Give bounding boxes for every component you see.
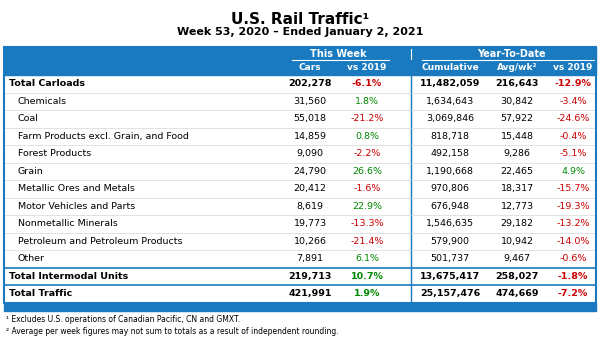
Text: 474,669: 474,669	[495, 289, 539, 298]
Text: -21.2%: -21.2%	[350, 114, 383, 123]
Text: Motor Vehicles and Parts: Motor Vehicles and Parts	[18, 202, 135, 211]
Text: 1,634,643: 1,634,643	[426, 97, 474, 106]
Text: -13.3%: -13.3%	[350, 219, 384, 228]
Text: 0.8%: 0.8%	[355, 132, 379, 141]
Text: -21.4%: -21.4%	[350, 237, 383, 246]
Text: -15.7%: -15.7%	[556, 184, 590, 193]
Text: Total Traffic: Total Traffic	[9, 289, 72, 298]
Text: 55,018: 55,018	[293, 114, 326, 123]
Text: 492,158: 492,158	[431, 149, 470, 158]
Text: -3.4%: -3.4%	[559, 97, 587, 106]
Text: 3,069,846: 3,069,846	[426, 114, 474, 123]
Text: Cars: Cars	[299, 63, 322, 72]
Text: 4.9%: 4.9%	[561, 167, 585, 176]
Text: 30,842: 30,842	[500, 97, 533, 106]
Text: 216,643: 216,643	[496, 79, 539, 88]
Text: 13,675,417: 13,675,417	[420, 272, 480, 281]
Text: 6.1%: 6.1%	[355, 254, 379, 263]
Text: 818,718: 818,718	[431, 132, 470, 141]
Text: 31,560: 31,560	[293, 97, 326, 106]
Text: 10,266: 10,266	[293, 237, 326, 246]
Text: Total Intermodal Units: Total Intermodal Units	[9, 272, 128, 281]
Text: Week 53, 2020 – Ended January 2, 2021: Week 53, 2020 – Ended January 2, 2021	[177, 27, 423, 37]
Text: 15,448: 15,448	[500, 132, 533, 141]
Text: 7,891: 7,891	[296, 254, 323, 263]
Text: 11,482,059: 11,482,059	[420, 79, 480, 88]
Text: 18,317: 18,317	[500, 184, 533, 193]
Text: 22.9%: 22.9%	[352, 202, 382, 211]
Text: 10.7%: 10.7%	[350, 272, 383, 281]
Text: 501,737: 501,737	[430, 254, 470, 263]
Bar	[4, 47, 596, 302]
Text: Forest Products: Forest Products	[18, 149, 91, 158]
Text: vs 2019: vs 2019	[553, 63, 593, 72]
Text: 57,922: 57,922	[500, 114, 533, 123]
Text: ¹ Excludes U.S. operations of Canadian Pacific, CN and GMXT.: ¹ Excludes U.S. operations of Canadian P…	[6, 315, 240, 324]
Text: 1.9%: 1.9%	[354, 289, 380, 298]
Text: 258,027: 258,027	[496, 272, 539, 281]
Text: -24.6%: -24.6%	[556, 114, 590, 123]
Text: This Week: This Week	[310, 49, 367, 59]
Text: 14,859: 14,859	[293, 132, 326, 141]
Text: 676,948: 676,948	[431, 202, 470, 211]
Text: 24,790: 24,790	[293, 167, 326, 176]
Text: 1,190,668: 1,190,668	[426, 167, 474, 176]
Text: -2.2%: -2.2%	[353, 149, 380, 158]
Text: Farm Products excl. Grain, and Food: Farm Products excl. Grain, and Food	[18, 132, 189, 141]
Text: Cumulative: Cumulative	[421, 63, 479, 72]
Text: vs 2019: vs 2019	[347, 63, 386, 72]
Text: Avg/wk²: Avg/wk²	[497, 63, 537, 72]
Text: 10,942: 10,942	[500, 237, 533, 246]
Text: Coal: Coal	[18, 114, 39, 123]
Text: 9,090: 9,090	[296, 149, 323, 158]
Text: 19,773: 19,773	[293, 219, 326, 228]
Text: Metallic Ores and Metals: Metallic Ores and Metals	[18, 184, 135, 193]
Text: Nonmetallic Minerals: Nonmetallic Minerals	[18, 219, 118, 228]
Bar	[4, 302, 596, 310]
Text: -6.1%: -6.1%	[352, 79, 382, 88]
Text: 1,546,635: 1,546,635	[426, 219, 474, 228]
Text: 1.8%: 1.8%	[355, 97, 379, 106]
Text: -14.0%: -14.0%	[556, 237, 590, 246]
Text: 421,991: 421,991	[288, 289, 332, 298]
Text: 12,773: 12,773	[500, 202, 533, 211]
Text: 22,465: 22,465	[500, 167, 533, 176]
Text: -0.6%: -0.6%	[559, 254, 587, 263]
Text: Chemicals: Chemicals	[18, 97, 67, 106]
Text: 579,900: 579,900	[431, 237, 470, 246]
Text: 202,278: 202,278	[288, 79, 332, 88]
Text: U.S. Rail Traffic¹: U.S. Rail Traffic¹	[231, 12, 369, 27]
Text: Other: Other	[18, 254, 45, 263]
Text: ² Average per week figures may not sum to totals as a result of independent roun: ² Average per week figures may not sum t…	[6, 327, 338, 336]
Text: 29,182: 29,182	[500, 219, 533, 228]
Text: 25,157,476: 25,157,476	[420, 289, 480, 298]
Text: -7.2%: -7.2%	[558, 289, 588, 298]
Text: -12.9%: -12.9%	[554, 79, 592, 88]
Text: Grain: Grain	[18, 167, 44, 176]
Text: 20,412: 20,412	[293, 184, 326, 193]
Text: Year-To-Date: Year-To-Date	[477, 49, 546, 59]
Text: 9,467: 9,467	[503, 254, 530, 263]
Text: -1.6%: -1.6%	[353, 184, 380, 193]
Text: 9,286: 9,286	[503, 149, 530, 158]
Text: Petroleum and Petroleum Products: Petroleum and Petroleum Products	[18, 237, 182, 246]
Text: 26.6%: 26.6%	[352, 167, 382, 176]
Text: 970,806: 970,806	[431, 184, 470, 193]
Text: Total Carloads: Total Carloads	[9, 79, 85, 88]
Text: 8,619: 8,619	[296, 202, 323, 211]
Text: 219,713: 219,713	[289, 272, 332, 281]
Text: -13.2%: -13.2%	[556, 219, 590, 228]
Text: -5.1%: -5.1%	[559, 149, 587, 158]
Bar	[4, 47, 596, 75]
Text: -0.4%: -0.4%	[559, 132, 587, 141]
Text: -19.3%: -19.3%	[556, 202, 590, 211]
Text: -1.8%: -1.8%	[558, 272, 588, 281]
